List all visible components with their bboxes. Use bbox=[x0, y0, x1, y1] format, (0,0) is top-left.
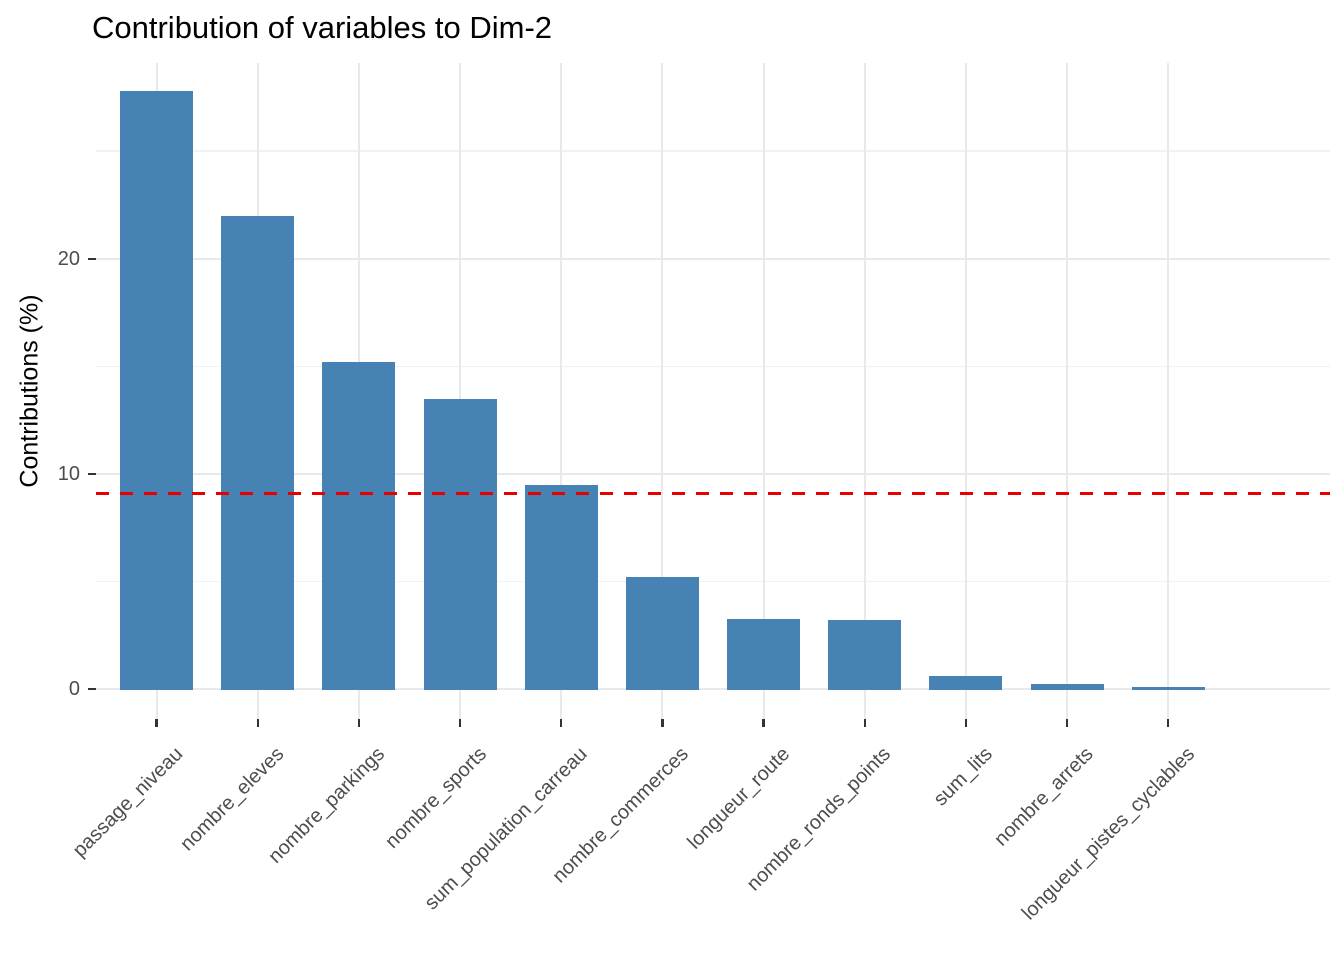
bar-nombre_ronds_points bbox=[828, 620, 902, 690]
y-axis-title: Contributions (%) bbox=[15, 294, 44, 488]
x-tick-label-passage_niveau: passage_niveau bbox=[68, 743, 188, 862]
y-axis-tick bbox=[88, 257, 96, 260]
gridline-x-major bbox=[560, 63, 563, 719]
y-tick-label: 0 bbox=[68, 677, 80, 700]
gridline-x-major bbox=[459, 63, 462, 719]
reference-line bbox=[96, 492, 1330, 495]
x-tick-label-sum_lits: sum_lits bbox=[929, 743, 997, 811]
y-axis-tick bbox=[88, 687, 96, 691]
x-axis-tick bbox=[1166, 719, 1170, 727]
gridline-y-minor bbox=[96, 580, 1330, 583]
x-tick-label-sum_population_carreau: sum_population_carreau bbox=[420, 743, 592, 915]
gridline-x-major bbox=[863, 63, 866, 719]
x-tick-label-nombre_sports: nombre_sports bbox=[380, 743, 491, 853]
gridline-y-major bbox=[96, 257, 1330, 260]
x-axis-tick bbox=[155, 719, 158, 727]
gridline-x-major bbox=[1066, 63, 1069, 719]
x-axis-tick bbox=[357, 719, 361, 727]
x-axis-tick bbox=[1065, 719, 1069, 727]
x-tick-label-longueur_pistes_cyclables: longueur_pistes_cyclables bbox=[1017, 743, 1199, 925]
gridline-x-major bbox=[1167, 63, 1170, 719]
gridline-y-minor bbox=[96, 150, 1330, 152]
bar-nombre_arrets bbox=[1030, 683, 1104, 690]
y-axis-tick bbox=[88, 472, 96, 475]
gridline-x-major bbox=[964, 63, 967, 719]
bar-nombre_commerces bbox=[625, 577, 699, 690]
gridline-x-major bbox=[661, 63, 664, 719]
gridline-y-major bbox=[96, 472, 1330, 475]
x-axis-tick bbox=[256, 719, 260, 727]
bar-longueur_pistes_cyclables bbox=[1131, 687, 1205, 690]
x-tick-label-longueur_route: longueur_route bbox=[683, 743, 795, 854]
y-tick-label: 20 bbox=[57, 247, 80, 270]
x-axis-tick bbox=[661, 719, 664, 727]
x-axis-tick bbox=[458, 719, 462, 727]
bar-sum_lits bbox=[929, 675, 1003, 690]
x-axis-tick bbox=[560, 719, 563, 727]
x-tick-label-nombre_eleves: nombre_eleves bbox=[176, 743, 289, 856]
bar-nombre_eleves bbox=[221, 215, 295, 690]
bar-sum_population_carreau bbox=[524, 484, 598, 690]
bar-passage_niveau bbox=[120, 90, 194, 690]
chart-title: Contribution of variables to Dim-2 bbox=[92, 10, 553, 45]
bar-nombre_sports bbox=[423, 398, 497, 690]
x-axis-tick bbox=[964, 719, 968, 727]
x-tick-label-nombre_arrets: nombre_arrets bbox=[990, 743, 1098, 851]
x-axis-tick bbox=[762, 719, 765, 727]
bar-longueur_route bbox=[727, 618, 801, 690]
gridline-y-minor bbox=[96, 365, 1330, 367]
x-axis-tick bbox=[863, 719, 866, 727]
gridline-x-major bbox=[762, 63, 765, 719]
y-tick-label: 10 bbox=[57, 462, 80, 485]
bar-nombre_parkings bbox=[322, 361, 396, 690]
gridline-y-major bbox=[96, 687, 1330, 690]
